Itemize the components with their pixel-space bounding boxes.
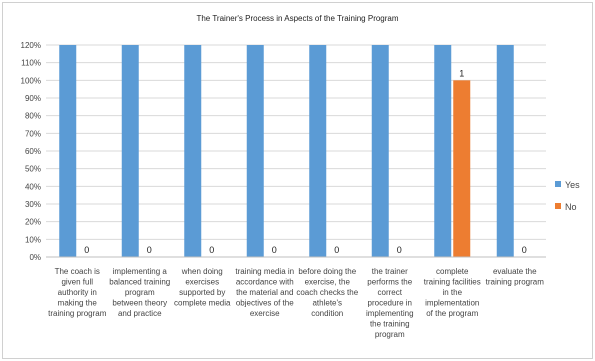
data-label: 0 xyxy=(84,245,89,255)
legend-swatch-yes xyxy=(555,181,561,187)
bar-yes xyxy=(184,45,202,257)
x-category-label: The coach is given full authority in making… xyxy=(48,267,107,318)
bar-yes xyxy=(59,45,77,257)
y-tick-label: 100% xyxy=(21,76,41,85)
bar-yes xyxy=(121,45,139,257)
data-labels: 0 0 0 0 0 0 1 0 xyxy=(84,68,527,255)
bar-yes xyxy=(496,45,514,257)
y-tick-label: 70% xyxy=(25,129,41,138)
legend-swatch-no xyxy=(555,203,561,209)
bar-yes xyxy=(246,45,264,257)
data-label: 0 xyxy=(397,245,402,255)
x-axis: The coach is given full authority in making… xyxy=(46,256,546,339)
y-tick-label: 10% xyxy=(25,235,41,244)
legend-label-no: No xyxy=(565,202,577,212)
y-tick-label: 120% xyxy=(21,41,41,50)
data-label: 1 xyxy=(459,68,464,78)
y-tick-label: 50% xyxy=(25,165,41,174)
y-tick-label: 0% xyxy=(29,253,41,262)
x-category-label: training media in accordance with the mate… xyxy=(235,267,294,318)
x-category-label: evaluate the training program xyxy=(486,267,545,287)
y-tick-label: 110% xyxy=(21,59,41,68)
bar-yes xyxy=(371,45,389,257)
bar-yes xyxy=(309,45,327,257)
data-label: 0 xyxy=(334,245,339,255)
legend-label-yes: Yes xyxy=(565,180,580,190)
y-tick-label: 20% xyxy=(25,218,41,227)
x-category-label: when doing exercises supported by complete … xyxy=(174,267,231,308)
bar-yes xyxy=(434,45,452,257)
gridlines xyxy=(46,44,546,258)
data-label: 0 xyxy=(147,245,152,255)
x-category-label: complete training facilities in the impleme… xyxy=(424,267,481,318)
x-category-label: the trainer performs the correct procedure … xyxy=(366,267,414,339)
bar-no xyxy=(453,80,471,257)
bars xyxy=(59,45,514,257)
legend: Yes No xyxy=(555,180,580,212)
x-category-label: before doing the exercise, the coach check… xyxy=(296,267,358,318)
y-axis: 0% 10% 20% 30% 40% 50% 60% 70% 80% 90% 100% 110% 120… xyxy=(21,41,41,262)
x-category-label: implementing a balanced training program be… xyxy=(109,267,170,318)
chart-title: The Trainer's Process in Aspects of the … xyxy=(196,14,399,23)
y-tick-label: 80% xyxy=(25,112,41,121)
y-tick-label: 30% xyxy=(25,200,41,209)
y-tick-label: 60% xyxy=(25,147,41,156)
y-tick-label: 90% xyxy=(25,94,41,103)
data-label: 0 xyxy=(209,245,214,255)
y-tick-label: 40% xyxy=(25,182,41,191)
data-label: 0 xyxy=(272,245,277,255)
data-label: 0 xyxy=(522,245,527,255)
